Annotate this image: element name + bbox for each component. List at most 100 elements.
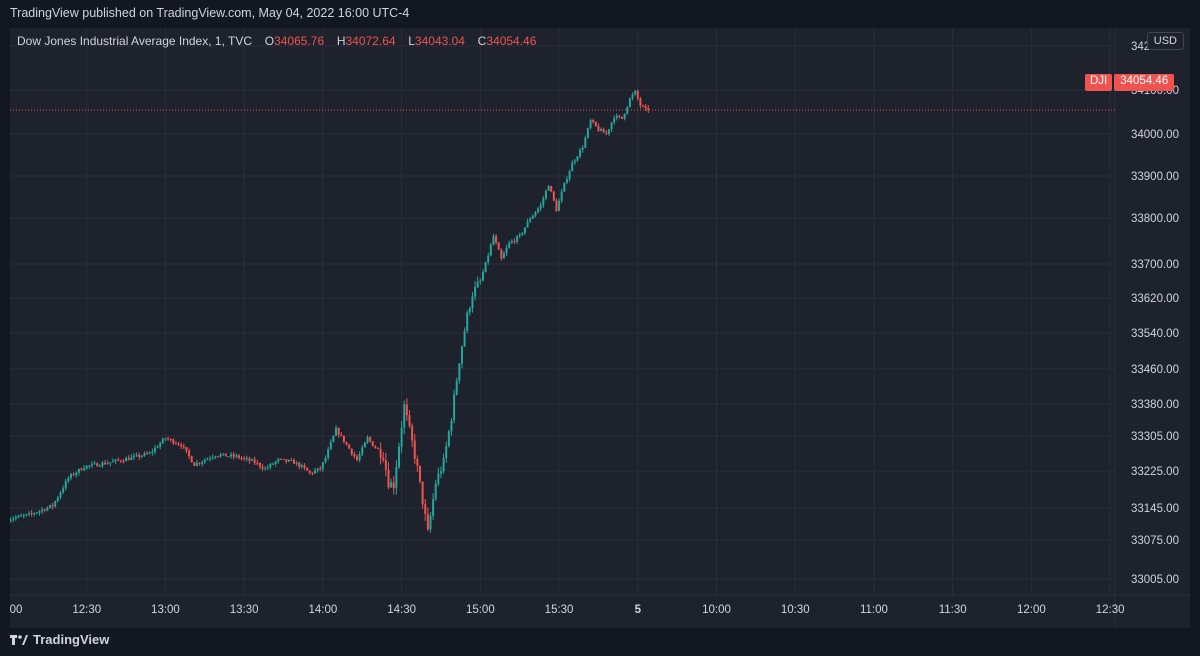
- candle-body: [481, 272, 484, 281]
- candle-body: [460, 346, 463, 364]
- candle-body: [594, 121, 597, 127]
- candle-body: [132, 455, 135, 458]
- candle-body: [59, 492, 62, 498]
- candle-body: [12, 518, 15, 520]
- candle-body: [497, 242, 500, 250]
- candle-body: [214, 456, 217, 458]
- candle-body: [125, 458, 128, 462]
- candle-body: [230, 454, 233, 457]
- candle-body: [237, 455, 240, 458]
- candle-body: [277, 458, 280, 462]
- candle-body: [88, 465, 91, 467]
- candle-body: [405, 404, 408, 416]
- candle-body: [356, 456, 359, 461]
- candle-body: [392, 482, 395, 489]
- candle-body: [516, 236, 519, 242]
- candle-body: [185, 447, 188, 451]
- candle-body: [529, 218, 532, 222]
- candle-body: [560, 191, 563, 201]
- candle-body: [374, 446, 377, 449]
- candle-body: [72, 474, 75, 476]
- candle-body: [138, 454, 141, 457]
- candlestick-chart[interactable]: 33005.00 33075.00 33145.00 33225.00 33305.00…: [10, 28, 1190, 628]
- candle-body: [476, 281, 479, 288]
- candle-body: [272, 463, 275, 465]
- candle-body: [642, 105, 645, 107]
- candle-body: [256, 462, 259, 464]
- candle-body: [311, 472, 314, 474]
- candle-body: [161, 438, 164, 444]
- candle-body: [298, 462, 301, 467]
- candle-body: [164, 438, 167, 440]
- candle-body: [513, 241, 516, 243]
- chart-panel[interactable]: 33005.00 33075.00 33145.00 33225.00 33305.00…: [10, 28, 1190, 628]
- published-caption: TradingView published on TradingView.com…: [10, 6, 410, 20]
- candle-body: [455, 380, 458, 395]
- candle-body: [463, 331, 466, 347]
- candle-body: [552, 191, 555, 201]
- candle-body: [211, 457, 214, 459]
- candle-body: [219, 454, 222, 457]
- time-tick-label: 11:00: [860, 604, 888, 616]
- candle-body: [618, 115, 621, 117]
- candle-body: [495, 236, 498, 243]
- candle-body: [418, 465, 421, 482]
- candle-body: [151, 451, 154, 453]
- candle-body: [266, 467, 269, 469]
- candle-body: [243, 458, 246, 460]
- candle-body: [253, 459, 256, 463]
- candle-body: [269, 463, 272, 468]
- candle-body: [403, 404, 406, 428]
- candle-body: [177, 443, 180, 445]
- candle-body: [610, 122, 613, 130]
- candle-body: [613, 118, 616, 123]
- candle-body: [148, 452, 151, 454]
- candle-body: [466, 312, 469, 332]
- candle-body: [104, 462, 107, 465]
- candle-body: [290, 459, 293, 461]
- low-value: 34043.04: [414, 34, 465, 48]
- currency-button[interactable]: USD: [1146, 32, 1184, 50]
- candle-body: [33, 513, 36, 515]
- candle-body: [38, 511, 41, 513]
- candle-body: [64, 481, 67, 489]
- candle-body: [101, 462, 104, 466]
- candle-body: [201, 461, 204, 464]
- candle-body: [22, 515, 25, 517]
- candle-body: [227, 456, 230, 458]
- candle-body: [518, 234, 521, 237]
- candle-body: [563, 182, 566, 192]
- candle-body: [602, 129, 605, 133]
- candle-body: [190, 456, 193, 463]
- candle-body: [589, 120, 592, 129]
- candle-body: [235, 455, 238, 457]
- candle-body: [209, 458, 212, 460]
- candles: [10, 89, 650, 533]
- candle-body: [450, 420, 453, 432]
- candle-body: [416, 458, 419, 466]
- candle-body: [182, 446, 185, 448]
- footer-brand-text: TradingView: [33, 632, 110, 647]
- tradingview-logo[interactable]: TradingView: [10, 632, 109, 647]
- candle-body: [384, 460, 387, 470]
- candle-body: [114, 459, 117, 462]
- candle-body: [30, 513, 33, 515]
- candle-body: [639, 98, 642, 106]
- candle-body: [77, 468, 80, 473]
- candle-body: [489, 244, 492, 256]
- candle-body: [502, 253, 505, 259]
- price-tick-label: 33145.00: [1131, 503, 1179, 515]
- candle-body: [647, 108, 650, 111]
- candle-body: [621, 116, 624, 119]
- candle-body: [69, 474, 72, 478]
- candle-body: [319, 468, 322, 470]
- candle-body: [390, 482, 393, 488]
- candle-body: [353, 454, 356, 457]
- candle-body: [626, 106, 629, 114]
- candle-body: [43, 509, 46, 511]
- candle-body: [169, 439, 172, 441]
- candle-body: [382, 457, 385, 461]
- candle-body: [424, 504, 427, 515]
- candle-body: [586, 128, 589, 138]
- candle-body: [329, 442, 332, 450]
